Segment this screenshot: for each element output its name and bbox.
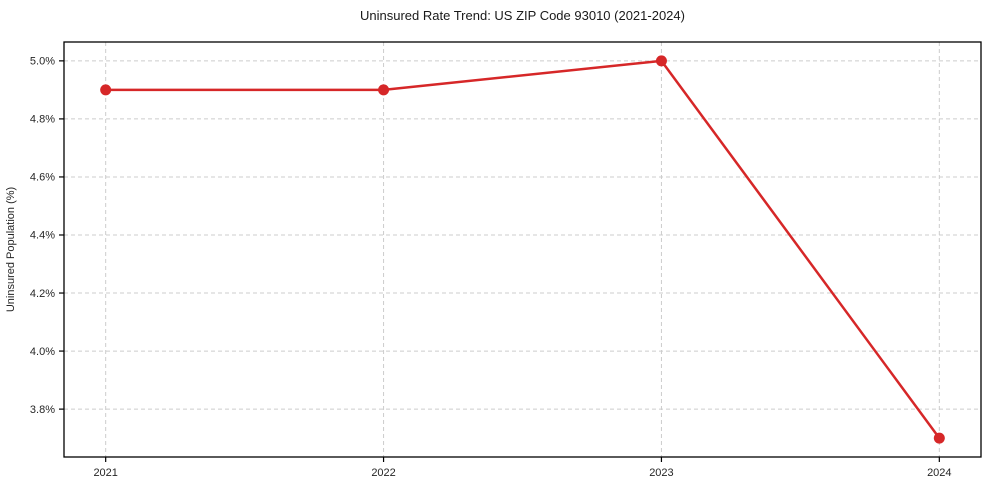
data-point-marker xyxy=(655,55,667,67)
chart-title: Uninsured Rate Trend: US ZIP Code 93010 … xyxy=(360,8,685,23)
x-tick-label: 2022 xyxy=(371,467,395,479)
plot-border xyxy=(63,41,982,458)
y-tick-label: 4.6% xyxy=(30,172,55,184)
x-tick-label: 2024 xyxy=(927,467,951,479)
y-tick-label: 4.4% xyxy=(30,230,55,242)
data-point-marker xyxy=(100,84,112,96)
x-tick-label: 2021 xyxy=(93,467,117,479)
data-point-marker xyxy=(378,84,390,96)
y-tick-label: 4.0% xyxy=(30,346,55,358)
y-tick-label: 4.2% xyxy=(30,288,55,300)
data-point-marker xyxy=(933,432,945,444)
series-line xyxy=(104,59,941,440)
y-tick-label: 5.0% xyxy=(30,56,55,68)
y-axis-label: Uninsured Population (%) xyxy=(5,187,17,312)
y-tick-label: 3.8% xyxy=(30,404,55,416)
x-tick-label: 2023 xyxy=(649,467,673,479)
y-tick-label: 4.8% xyxy=(30,114,55,126)
